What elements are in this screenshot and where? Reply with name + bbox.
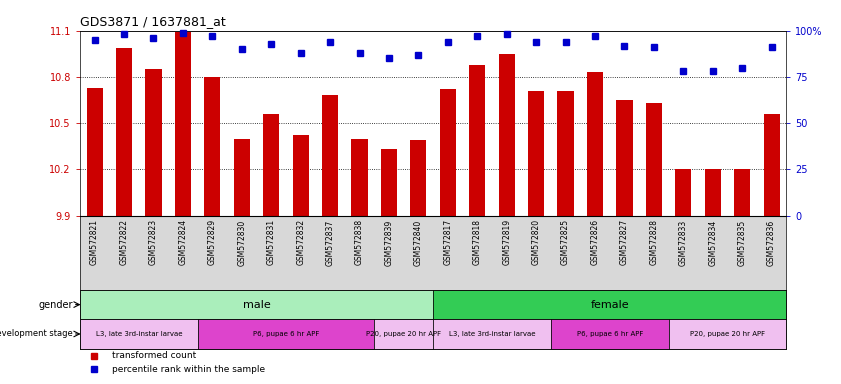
Bar <box>116 48 132 216</box>
Text: L3, late 3rd-instar larvae: L3, late 3rd-instar larvae <box>449 331 535 337</box>
Text: GSM572838: GSM572838 <box>355 219 364 265</box>
Bar <box>587 72 603 216</box>
Text: GSM572837: GSM572837 <box>325 219 335 266</box>
Bar <box>322 96 338 216</box>
Text: P20, pupae 20 hr APF: P20, pupae 20 hr APF <box>690 331 765 337</box>
Text: GSM572821: GSM572821 <box>90 219 99 265</box>
Bar <box>616 100 632 216</box>
Bar <box>433 319 551 349</box>
Text: GSM572834: GSM572834 <box>708 219 717 266</box>
Bar <box>87 88 103 216</box>
Text: GSM572832: GSM572832 <box>296 219 305 265</box>
Text: GSM572823: GSM572823 <box>149 219 158 265</box>
Text: GSM572824: GSM572824 <box>178 219 188 265</box>
Text: GSM572819: GSM572819 <box>502 219 511 265</box>
Text: GSM572817: GSM572817 <box>443 219 452 265</box>
Bar <box>204 77 220 216</box>
Text: development stage: development stage <box>0 329 73 338</box>
Text: GSM572827: GSM572827 <box>620 219 629 265</box>
Text: GSM572828: GSM572828 <box>649 219 659 265</box>
Bar <box>410 140 426 216</box>
Bar <box>293 136 309 216</box>
Text: GSM572826: GSM572826 <box>590 219 600 265</box>
Bar <box>381 149 397 216</box>
Bar <box>352 139 368 216</box>
Text: GSM572820: GSM572820 <box>532 219 541 265</box>
Text: GSM572840: GSM572840 <box>414 219 423 266</box>
Text: percentile rank within the sample: percentile rank within the sample <box>112 365 265 374</box>
Bar <box>705 169 721 216</box>
Bar <box>175 32 191 216</box>
Text: GSM572825: GSM572825 <box>561 219 570 265</box>
Text: GSM572830: GSM572830 <box>237 219 246 266</box>
Text: L3, late 3rd-instar larvae: L3, late 3rd-instar larvae <box>96 331 182 337</box>
Bar <box>433 290 786 319</box>
Text: GSM572818: GSM572818 <box>473 219 482 265</box>
Text: female: female <box>590 300 629 310</box>
Text: GSM572831: GSM572831 <box>267 219 276 265</box>
Bar <box>198 319 374 349</box>
Text: GSM572822: GSM572822 <box>119 219 129 265</box>
Bar <box>669 319 786 349</box>
Bar <box>145 69 161 216</box>
Bar <box>469 65 485 216</box>
Bar <box>558 91 574 216</box>
Bar <box>80 290 433 319</box>
Text: transformed count: transformed count <box>112 351 196 360</box>
Bar <box>675 169 691 216</box>
Bar <box>551 319 669 349</box>
Bar <box>374 319 433 349</box>
Text: P6, pupae 6 hr APF: P6, pupae 6 hr APF <box>253 331 319 337</box>
Text: P6, pupae 6 hr APF: P6, pupae 6 hr APF <box>577 331 643 337</box>
Bar <box>80 319 198 349</box>
Bar <box>499 54 515 216</box>
Text: GSM572839: GSM572839 <box>384 219 394 266</box>
Text: GSM572835: GSM572835 <box>738 219 747 266</box>
Text: GSM572836: GSM572836 <box>767 219 776 266</box>
Text: gender: gender <box>39 300 73 310</box>
Text: male: male <box>243 300 270 310</box>
Bar <box>646 103 662 216</box>
Bar <box>734 169 750 216</box>
Text: GSM572833: GSM572833 <box>679 219 688 266</box>
Bar <box>528 91 544 216</box>
Bar <box>263 114 279 216</box>
Text: GSM572829: GSM572829 <box>208 219 217 265</box>
Text: GDS3871 / 1637881_at: GDS3871 / 1637881_at <box>80 15 225 28</box>
Bar <box>234 139 250 216</box>
Bar <box>440 89 456 216</box>
Bar <box>764 114 780 216</box>
Text: P20, pupae 20 hr APF: P20, pupae 20 hr APF <box>366 331 442 337</box>
